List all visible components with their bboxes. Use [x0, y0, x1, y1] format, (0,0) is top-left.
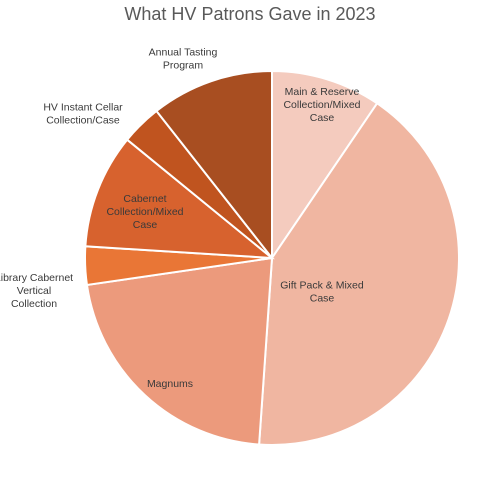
pie-slice-magnums — [85, 256, 274, 446]
chart-title: What HV Patrons Gave in 2023 — [124, 4, 376, 24]
pie-slice-annual-tasting-program — [155, 69, 273, 261]
pie-slice-cabernet-collection-mixed-case — [84, 138, 276, 260]
slice-label-library-cabernet-vertical-collection: Library Cabernet Vertical Collection — [0, 272, 73, 310]
slice-label-gift-pack-mixed-case: Gift Pack & Mixed Case — [280, 279, 364, 304]
slice-label-main-reserve-collection-mixed-case: Main & Reserve Collection/Mixed Case — [283, 86, 360, 124]
slice-label-annual-tasting-program: Annual Tasting Program — [149, 46, 218, 71]
slice-label-hv-instant-cellar-collection-case: HV Instant Cellar Collection/Case — [43, 101, 123, 126]
pie-slice-gift-pack-mixed-case — [258, 101, 460, 446]
slice-label-cabernet-collection-mixed-case: Cabernet Collection/Mixed Case — [106, 193, 183, 231]
pie-slice-main-reserve-collection-mixed-case — [271, 69, 379, 262]
slice-label-magnums: Magnums — [147, 378, 193, 390]
